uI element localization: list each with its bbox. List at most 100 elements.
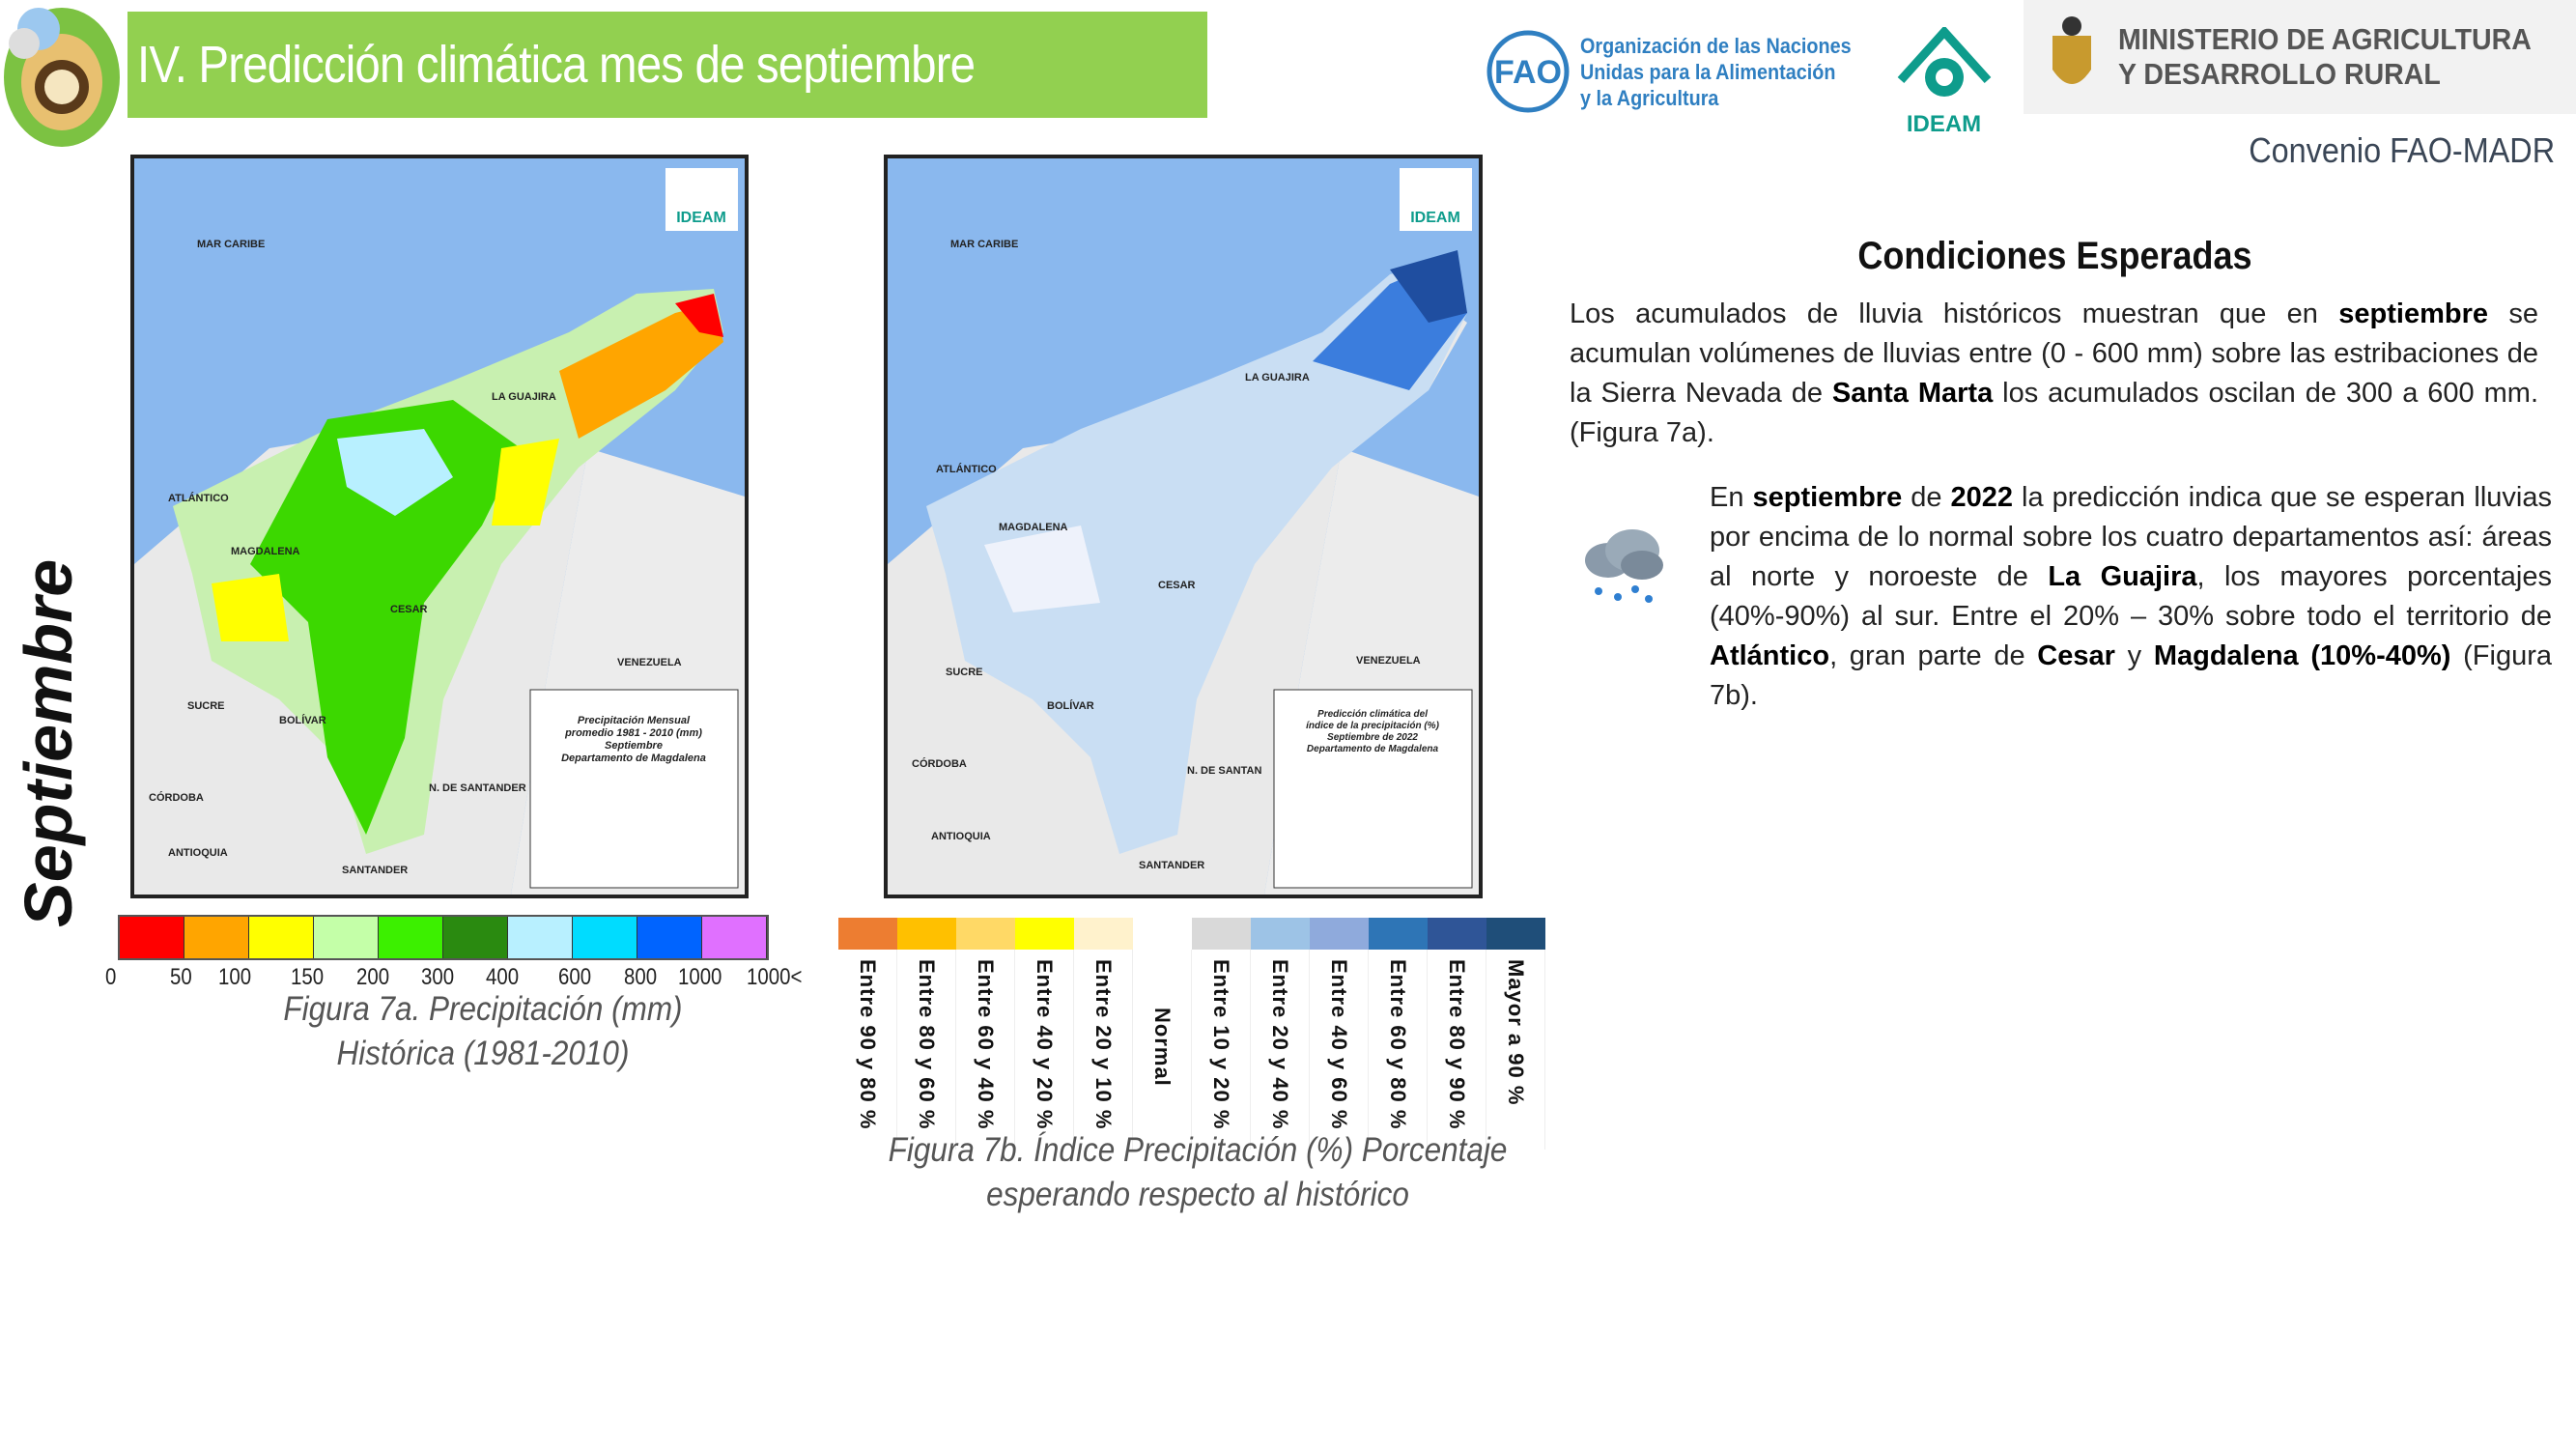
paragraph-text: se acumulan volúmenes de lluvias entre (… (1570, 298, 2538, 409)
conditions-title: Condiciones Esperadas (1857, 235, 2252, 277)
precipitation-scale-ticks: 0 50 100 150 200 300 400 600 800 1000 1000< (104, 964, 819, 993)
index-label: Entre 60 y 80 % (1386, 959, 1410, 1130)
index-swatch (1250, 918, 1310, 950)
index-legend-item: Normal (1132, 918, 1192, 1150)
paragraph-text: En (1710, 482, 1753, 513)
map-a-ideam-logo: IDEAM (676, 210, 726, 226)
index-label: Mayor a 90 % (1504, 959, 1528, 1106)
scale-tick-label: 1000 (678, 964, 722, 990)
paragraph-text: los acumulados oscilan de 300 a 600 mm. … (1570, 378, 2538, 448)
fao-logo: FAO Organización de las Naciones Unidas … (1486, 29, 1882, 114)
index-legend-item: Entre 80 y 90 % (1427, 918, 1486, 1150)
scale-swatch (508, 917, 573, 958)
map-label: SUCRE (946, 667, 983, 678)
scale-tick-label: 200 (356, 964, 390, 990)
map-legend-title: promedio 1981 - 2010 (mm) (564, 727, 702, 739)
paragraph-text: de (1902, 482, 1951, 513)
forecast-paragraph: En septiembre de 2022 la predicción indi… (1710, 478, 2552, 716)
index-legend-item: Entre 20 y 40 % (1250, 918, 1310, 1150)
paragraph-text: , los mayores porcentajes (40%-90%) al s… (1710, 561, 2552, 632)
precipitation-index-scale: Entre 90 y 80 % Entre 80 y 60 % Entre 60 y… (837, 918, 1545, 1150)
index-swatch (1132, 918, 1192, 950)
map-label: N. DE SANTAN (1187, 765, 1261, 777)
index-label: Entre 40 y 60 % (1327, 959, 1351, 1130)
index-swatch (1014, 918, 1074, 950)
paragraph-text: la predicción indica que se esperan lluv… (1710, 482, 2553, 592)
figure-7a-caption: Figura 7a. Precipitación (mm) Histórica … (222, 987, 744, 1076)
scale-swatch (379, 917, 443, 958)
map-label: SUCRE (187, 700, 225, 712)
map-legend-title: Septiembre de 2022 (1327, 732, 1418, 743)
fao-text-line: y la Agricultura (1580, 85, 1719, 110)
caption-line: Figura 7b. Índice Precipitación (%) Porc… (888, 1131, 1508, 1169)
caption-line: Figura 7a. Precipitación (mm) (283, 990, 683, 1028)
map-label: CÓRDOBA (912, 757, 967, 770)
scale-swatch (702, 917, 767, 958)
index-label: Entre 60 y 40 % (974, 959, 998, 1130)
precipitation-color-scale (118, 915, 769, 960)
scale-swatch (573, 917, 637, 958)
map-label: CÓRDOBA (149, 791, 204, 804)
map-label: VENEZUELA (617, 657, 682, 668)
scale-tick-label: 600 (558, 964, 592, 990)
svg-text:FAO: FAO (1494, 54, 1562, 91)
index-swatch (837, 918, 897, 950)
index-swatch (1368, 918, 1428, 950)
map-label: SANTANDER (1139, 860, 1204, 871)
rain-cloud-icon (1579, 522, 1668, 609)
scale-swatch (184, 917, 249, 958)
map-label: ANTIOQUIA (168, 847, 228, 859)
map-label: BOLÍVAR (1047, 699, 1094, 712)
emphasis-text: Cesar (2037, 640, 2115, 671)
index-swatch (1191, 918, 1251, 950)
index-legend-item: Entre 60 y 80 % (1368, 918, 1428, 1150)
map-legend-title: Septiembre (605, 740, 663, 752)
scale-tick-label: 300 (421, 964, 455, 990)
scale-tick-label: 800 (624, 964, 658, 990)
emphasis-text: septiembre (1752, 482, 1903, 513)
fao-text-line: Organización de las Naciones (1580, 33, 1852, 58)
figure-7b-caption: Figura 7b. Índice Precipitación (%) Porc… (885, 1128, 1511, 1217)
index-swatch (1073, 918, 1133, 950)
precipitation-index-forecast-map: IDEAM MAR CARIBE LA GUAJIRA ATLÁNTICO MA… (884, 155, 1483, 898)
index-label: Entre 10 y 20 % (1209, 959, 1233, 1130)
emphasis-text: Magdalena (10%-40%) (2153, 640, 2451, 671)
index-swatch (896, 918, 956, 950)
agreement-label: Convenio FAO-MADR (2249, 130, 2555, 170)
index-swatch (955, 918, 1015, 950)
scale-swatch (637, 917, 702, 958)
scale-swatch (249, 917, 314, 958)
index-label: Entre 80 y 60 % (915, 959, 939, 1130)
map-legend-title: Predicción climática del (1317, 709, 1428, 720)
scale-tick-label: 150 (291, 964, 325, 990)
fao-emblem-icon: FAO (1486, 30, 1570, 113)
scale-swatch (314, 917, 379, 958)
index-legend-item: Entre 80 y 60 % (896, 918, 956, 1150)
ideam-emblem-icon (1897, 25, 1991, 97)
map-legend-title: Departamento de Magdalena (1307, 744, 1439, 754)
paragraph-text: Los acumulados de lluvia históricos mues… (1570, 298, 2339, 329)
month-side-label: Septiembre (11, 558, 86, 927)
paragraph-text: (Figura 7b). (1710, 640, 2552, 711)
scale-tick-label: 400 (486, 964, 520, 990)
caption-line: Histórica (1981-2010) (336, 1035, 630, 1072)
index-legend-item: Entre 20 y 10 % (1073, 918, 1133, 1150)
ministry-text-line: MINISTERIO DE AGRICULTURA (2118, 22, 2532, 56)
scale-swatch (443, 917, 508, 958)
ministry-text-line: Y DESARROLLO RURAL (2118, 57, 2441, 91)
index-swatch (1486, 918, 1545, 950)
fao-text-line: Unidas para la Alimentación (1580, 59, 1836, 84)
index-label: Entre 20 y 40 % (1268, 959, 1292, 1130)
caption-line: esperando respecto al histórico (986, 1176, 1409, 1213)
emphasis-text: La Guajira (2048, 561, 2197, 592)
ideam-logo: IDEAM (1888, 25, 1999, 138)
map-legend-title: Precipitación Mensual (578, 715, 691, 726)
institutional-logo (0, 0, 124, 150)
scale-swatch (120, 917, 184, 958)
scale-tick-label: 1000< (747, 964, 803, 990)
map-label: MAGDALENA (999, 522, 1068, 533)
emphasis-text: Santa Marta (1831, 378, 1994, 409)
index-legend-item: Mayor a 90 % (1486, 918, 1545, 1150)
index-label: Normal (1150, 1008, 1175, 1087)
page-title: IV. Predicción climática mes de septiemb… (127, 12, 1207, 118)
